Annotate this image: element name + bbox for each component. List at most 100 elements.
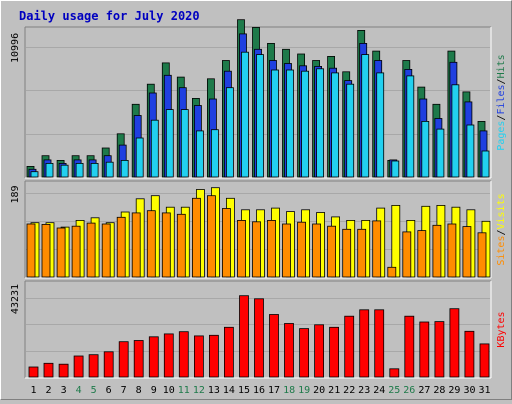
bar-pages-day-6: [105, 161, 114, 178]
x-tick-label-day-1: 1: [30, 385, 36, 396]
x-axis-labels: 1 2 3 4 5 6 7 8 9 10 11 12 13 14 15 16 17 18 19 20 21 22 23 24 2…: [30, 385, 490, 396]
bar-kbytes-day-7: [118, 341, 129, 378]
bar-pages-day-12: [195, 130, 204, 178]
x-tick-label-day-3: 3: [61, 385, 67, 396]
bar-kbytes-day-6: [103, 351, 114, 378]
bar-sites-day-13: [206, 195, 216, 278]
bar-sites-day-3: [56, 227, 66, 278]
x-tick-label-day-12: 12: [193, 385, 205, 396]
bar-kbytes-day-25: [389, 368, 400, 378]
bar-pages-day-23: [361, 54, 370, 178]
x-tick-label-day-14: 14: [223, 385, 235, 396]
bar-sites-day-30: [462, 226, 472, 278]
bar-sites-day-12: [191, 197, 201, 278]
bar-sites-day-26: [402, 231, 412, 278]
bar-pages-day-27: [421, 121, 430, 178]
series-kbytes: [28, 295, 490, 378]
bar-sites-day-6: [101, 223, 111, 278]
bar-pages-day-16: [256, 54, 264, 178]
bar-pages-day-10: [165, 109, 174, 178]
panel-max-label: 189: [10, 185, 21, 203]
bar-sites-day-21: [327, 225, 337, 278]
bar-kbytes-day-27: [419, 321, 430, 378]
bar-sites-day-2: [41, 223, 51, 278]
bar-sites-day-20: [312, 223, 322, 278]
bar-kbytes-day-22: [344, 315, 355, 378]
bar-kbytes-day-14: [223, 326, 234, 378]
x-tick-label-day-13: 13: [208, 385, 220, 396]
bar-sites-day-28: [432, 224, 442, 278]
bar-sites-day-5: [86, 222, 96, 278]
x-tick-label-day-19: 19: [298, 385, 310, 396]
bar-pages-day-7: [120, 159, 129, 178]
bar-sites-day-27: [417, 230, 427, 278]
legend-entry: /: [496, 115, 507, 121]
bar-pages-day-19: [301, 70, 310, 178]
x-tick-label-day-5: 5: [91, 385, 97, 396]
x-tick-label-day-8: 8: [136, 385, 142, 396]
bar-sites-day-16: [252, 221, 261, 278]
bar-kbytes-day-1: [28, 366, 39, 378]
x-tick-label-day-15: 15: [238, 385, 250, 396]
x-tick-label-day-24: 24: [373, 385, 385, 396]
bar-pages-day-14: [225, 87, 234, 178]
bar-sites-day-19: [297, 221, 307, 278]
bar-kbytes-day-30: [464, 330, 475, 378]
bar-pages-day-9: [150, 119, 159, 178]
bar-sites-day-1: [26, 223, 36, 278]
bar-sites-day-23: [357, 228, 367, 278]
bar-kbytes-day-16: [254, 298, 264, 378]
bar-sites-day-11: [176, 213, 186, 278]
x-tick-label-day-30: 30: [463, 385, 475, 396]
x-tick-label-day-26: 26: [403, 385, 415, 396]
legend-entry: Files: [496, 84, 507, 114]
bar-kbytes-day-9: [148, 336, 159, 378]
bar-sites-day-29: [447, 223, 457, 278]
bar-kbytes-day-13: [208, 334, 219, 378]
bar-pages-day-13: [210, 129, 219, 178]
bar-pages-day-18: [286, 69, 294, 178]
bar-kbytes-day-20: [314, 324, 325, 378]
bar-sites-day-31: [477, 232, 487, 278]
bar-pages-day-8: [135, 137, 144, 178]
bar-sites-day-14: [221, 208, 231, 278]
bar-kbytes-day-23: [359, 309, 370, 378]
bar-kbytes-day-17: [269, 314, 279, 378]
series-sites: [26, 195, 487, 278]
bar-pages-day-25: [391, 160, 400, 178]
bar-pages-day-24: [376, 72, 385, 178]
bar-sites-day-24: [372, 220, 382, 278]
bar-kbytes-day-12: [193, 335, 204, 378]
bar-kbytes-day-11: [178, 331, 189, 378]
legend-entry: Sites: [496, 236, 507, 266]
bar-kbytes-day-10: [163, 333, 174, 378]
chart-title: Daily usage for July 2020: [19, 9, 200, 23]
x-tick-label-day-28: 28: [433, 385, 445, 396]
x-tick-label-day-18: 18: [283, 385, 295, 396]
panel-legend: Sites/Visits: [496, 193, 507, 265]
bar-pages-day-26: [406, 75, 415, 178]
bar-pages-day-21: [331, 72, 340, 178]
x-tick-label-day-31: 31: [478, 385, 490, 396]
bar-kbytes-day-2: [43, 362, 54, 378]
bar-kbytes-day-24: [374, 309, 385, 378]
legend-entry: KBytes: [496, 311, 507, 347]
legend-entry: /: [496, 229, 507, 235]
x-tick-label-day-17: 17: [268, 385, 280, 396]
bar-sites-day-7: [116, 216, 126, 278]
bar-kbytes-day-19: [299, 328, 310, 378]
bar-sites-day-18: [282, 223, 291, 278]
panel-bottom: 43231 KBytes: [10, 280, 507, 379]
x-tick-label-day-25: 25: [388, 385, 400, 396]
bar-sites-day-9: [146, 210, 156, 278]
x-tick-label-day-4: 4: [76, 385, 82, 396]
bar-sites-day-17: [267, 219, 276, 278]
bar-kbytes-day-26: [404, 315, 415, 378]
bar-pages-day-4: [75, 162, 84, 178]
x-tick-label-day-7: 7: [121, 385, 127, 396]
x-tick-label-day-23: 23: [358, 385, 370, 396]
bar-kbytes-day-29: [449, 308, 460, 378]
legend-entry: /: [496, 78, 507, 84]
panel-legend: Pages/Files/Hits: [496, 54, 507, 150]
